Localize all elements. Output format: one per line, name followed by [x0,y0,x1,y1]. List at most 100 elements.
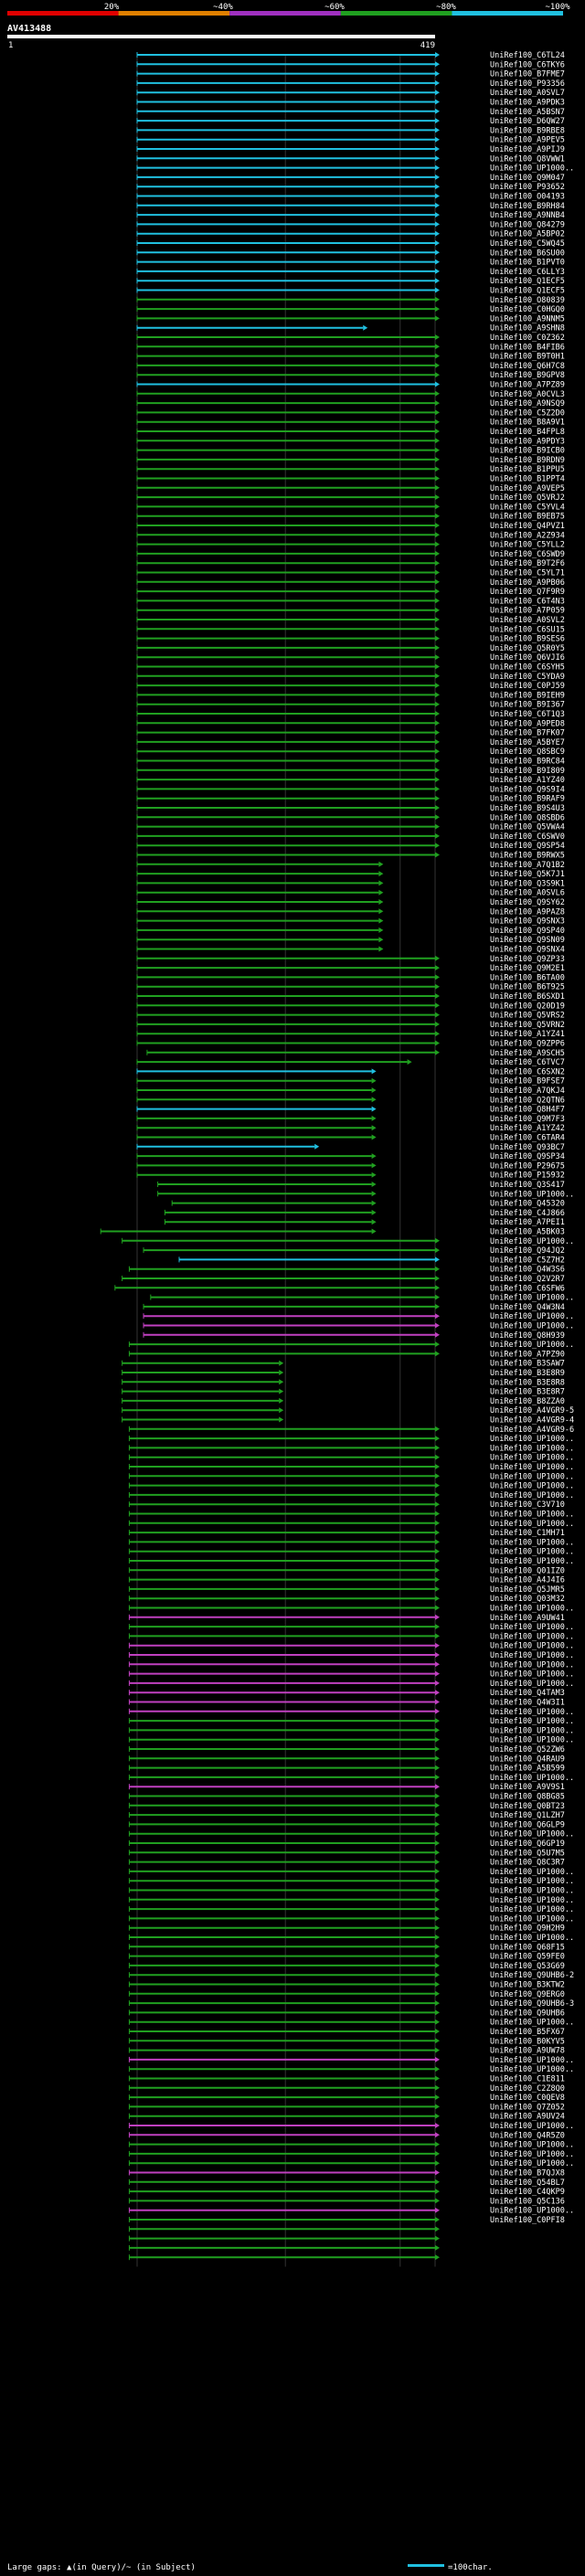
hit-label[interactable]: UniRef100_C6SFW6 [490,1284,565,1293]
hit-label[interactable]: UniRef100_C6T4N3 [490,597,565,606]
hit-label[interactable]: UniRef100_UP1000.. [490,164,574,174]
hit-label[interactable]: UniRef100_A9SHN8 [490,324,565,334]
hit-label[interactable]: UniRef100_UP1000.. [490,2065,574,2074]
hit-label[interactable]: UniRef100_Q8SBD6 [490,813,565,822]
hit-label[interactable]: UniRef100_UP1000.. [490,1877,574,1886]
hit-label[interactable]: UniRef100_Q9M2E1 [490,964,565,973]
hit-label[interactable]: UniRef100_C5Z7H2 [490,1256,565,1265]
hit-label[interactable]: UniRef100_A0CVL3 [490,390,565,399]
hit-label[interactable]: UniRef100_C4QKP9 [490,2188,565,2197]
hit-label[interactable]: UniRef100_Q3S417 [490,1181,565,1190]
hit-label[interactable]: UniRef100_B6SXD1 [490,992,565,1002]
hit-label[interactable]: UniRef100_C6TL24 [490,51,565,60]
hit-label[interactable]: UniRef100_C0HGQ0 [490,305,565,314]
hit-label[interactable]: UniRef100_Q9ERG0 [490,1990,565,1999]
hit-label[interactable]: UniRef100_A1YZ41 [490,1030,565,1039]
hit-label[interactable]: UniRef100_UP1000.. [490,2122,574,2131]
hit-label[interactable]: UniRef100_A5BSN7 [490,108,565,117]
hit-label[interactable]: UniRef100_A9PDK3 [490,99,565,108]
hit-label[interactable]: UniRef100_A9PB06 [490,578,565,588]
hit-label[interactable]: UniRef100_C0PFI8 [490,2216,565,2225]
hit-label[interactable]: UniRef100_C6TAR4 [490,1134,565,1143]
hit-label[interactable]: UniRef100_Q1ECF5 [490,277,565,286]
hit-label[interactable]: UniRef100_A4VGR9-6 [490,1426,574,1435]
hit-label[interactable]: UniRef100_UP1000.. [490,1548,574,1557]
hit-label[interactable]: UniRef100_Q5JMR5 [490,1585,565,1595]
hit-label[interactable]: UniRef100_UP1000.. [490,2159,574,2168]
hit-label[interactable]: UniRef100_Q9S9I4 [490,785,565,794]
hit-label[interactable]: UniRef100_A7P059 [490,607,565,616]
hit-label[interactable]: UniRef100_Q4W3S6 [490,1266,565,1275]
hit-label[interactable]: UniRef100_Q4TAM3 [490,1689,565,1698]
hit-label[interactable]: UniRef100_Q1LZH7 [490,1811,565,1820]
hit-label[interactable]: UniRef100_A9PEV5 [490,136,565,145]
hit-label[interactable]: UniRef100_UP1000.. [490,1717,574,1726]
hit-label[interactable]: UniRef100_Q54BL7 [490,2178,565,2188]
hit-label[interactable]: UniRef100_Q5R0Y5 [490,644,565,653]
hit-label[interactable]: UniRef100_A9UW41 [490,1614,565,1623]
hit-label[interactable]: UniRef100_A4VGR9-5 [490,1406,574,1415]
hit-label[interactable]: UniRef100_UP1000.. [490,1905,574,1914]
hit-label[interactable]: UniRef100_Q9SP54 [490,842,565,851]
hit-label[interactable]: UniRef100_B1PVT0 [490,259,565,268]
hit-label[interactable]: UniRef100_B4FIB6 [490,343,565,352]
hit-label[interactable]: UniRef100_Q8H939 [490,1331,565,1341]
hit-label[interactable]: UniRef100_A4J4I6 [490,1576,565,1585]
hit-label[interactable]: UniRef100_A9NNM5 [490,314,565,323]
hit-label[interactable]: UniRef100_Q9H2H9 [490,1924,565,1934]
hit-label[interactable]: UniRef100_B9RH84 [490,202,565,211]
hit-label[interactable]: UniRef100_Q4RAU9 [490,1754,565,1764]
hit-label[interactable]: UniRef100_A0SVL2 [490,616,565,625]
hit-label[interactable]: UniRef100_UP1000.. [490,1444,574,1453]
hit-label[interactable]: UniRef100_D6QW27 [490,117,565,126]
hit-label[interactable]: UniRef100_Q6GP19 [490,1839,565,1849]
hit-label[interactable]: UniRef100_C6SXN2 [490,1067,565,1076]
hit-label[interactable]: UniRef100_B9T0H1 [490,353,565,362]
hit-label[interactable]: UniRef100_Q2V2R7 [490,1275,565,1284]
hit-label[interactable]: UniRef100_C2Z8Q0 [490,2084,565,2094]
hit-label[interactable]: UniRef100_UP1000.. [490,1736,574,1745]
hit-label[interactable]: UniRef100_Q9SP40 [490,927,565,936]
hit-label[interactable]: UniRef100_Q68F15 [490,1943,565,1952]
hit-label[interactable]: UniRef100_C6T1Q3 [490,710,565,719]
hit-label[interactable]: UniRef100_Q5U7M5 [490,1849,565,1858]
hit-label[interactable]: UniRef100_UP1000.. [490,1435,574,1444]
hit-label[interactable]: UniRef100_O80839 [490,296,565,305]
hit-label[interactable]: UniRef100_UP1000.. [490,2056,574,2065]
hit-label[interactable]: UniRef100_A9NSQ9 [490,399,565,408]
hit-label[interactable]: UniRef100_UP1000.. [490,1322,574,1331]
hit-label[interactable]: UniRef100_Q01IZ0 [490,1566,565,1575]
hit-label[interactable]: UniRef100_B7FK07 [490,729,565,738]
hit-label[interactable]: UniRef100_Q59FE0 [490,1953,565,1962]
hit-label[interactable]: UniRef100_A1YZ40 [490,776,565,785]
hit-label[interactable]: UniRef100_Q4W3I1 [490,1699,565,1708]
hit-label[interactable]: UniRef100_Q84279 [490,220,565,229]
hit-label[interactable]: UniRef100_A7PEI1 [490,1218,565,1227]
hit-label[interactable]: UniRef100_Q9ZPP6 [490,1040,565,1049]
hit-label[interactable]: UniRef100_UP1000.. [490,1312,574,1321]
hit-label[interactable]: UniRef100_B4FPL8 [490,428,565,437]
hit-label[interactable]: UniRef100_Q8H4F7 [490,1106,565,1115]
hit-label[interactable]: UniRef100_C1MH71 [490,1529,565,1538]
hit-label[interactable]: UniRef100_B9EB75 [490,513,565,522]
hit-label[interactable]: UniRef100_A4VGR9-4 [490,1416,574,1426]
hit-label[interactable]: UniRef100_Q9SY62 [490,898,565,907]
hit-label[interactable]: UniRef100_Q4PVZ1 [490,522,565,531]
hit-label[interactable]: UniRef100_Q9M047 [490,174,565,183]
hit-label[interactable]: UniRef100_B9T2F6 [490,559,565,568]
hit-label[interactable]: UniRef100_B1PPT4 [490,475,565,484]
hit-label[interactable]: UniRef100_C0PJ59 [490,682,565,691]
hit-label[interactable]: UniRef100_A9PAZ8 [490,907,565,917]
hit-label[interactable]: UniRef100_Q9UHB6 [490,2009,565,2018]
hit-label[interactable]: UniRef100_UP1000.. [490,1670,574,1680]
hit-label[interactable]: UniRef100_UP1000.. [490,1774,574,1783]
hit-label[interactable]: UniRef100_Q93BC7 [490,1143,565,1152]
hit-label[interactable]: UniRef100_A9PDY3 [490,437,565,446]
hit-label[interactable]: UniRef100_UP1000.. [490,1557,574,1566]
hit-label[interactable]: UniRef100_C6SWD9 [490,550,565,559]
hit-label[interactable]: UniRef100_Q52ZW6 [490,1745,565,1754]
hit-label[interactable]: UniRef100_C1E811 [490,2075,565,2084]
hit-label[interactable]: UniRef100_B3KTW2 [490,1981,565,1990]
hit-label[interactable]: UniRef100_UP1000.. [490,1660,574,1670]
hit-label[interactable]: UniRef100_B0KYV5 [490,2037,565,2046]
